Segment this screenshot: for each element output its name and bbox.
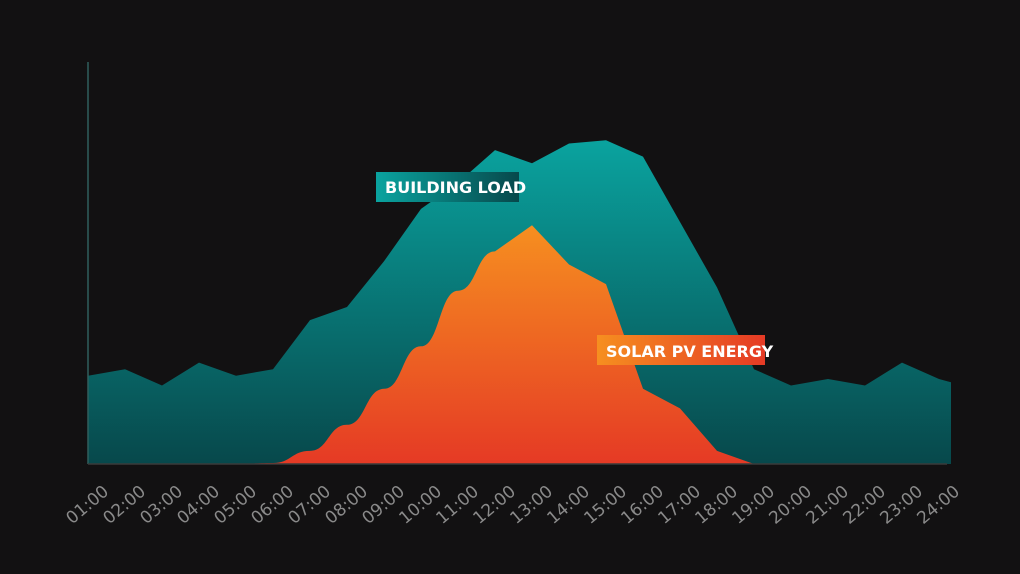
x-tick-labels: 01:0002:0003:0004:0005:0006:0007:0008:00… <box>63 482 964 529</box>
solar-pv-energy-area <box>88 225 939 464</box>
series-label-solar-pv-energy: SOLAR PV ENERGY <box>597 335 774 365</box>
x-tick-label: 24:00 <box>914 482 964 529</box>
series-label-building-load: BUILDING LOAD <box>376 172 526 202</box>
series-layer <box>88 140 951 465</box>
series-label-solar-pv-energy-text: SOLAR PV ENERGY <box>606 342 774 361</box>
series-label-solar-pv-energy-bg <box>597 335 765 365</box>
series-label-building-load-bg <box>376 172 519 202</box>
series-label-building-load-text: BUILDING LOAD <box>385 178 526 197</box>
